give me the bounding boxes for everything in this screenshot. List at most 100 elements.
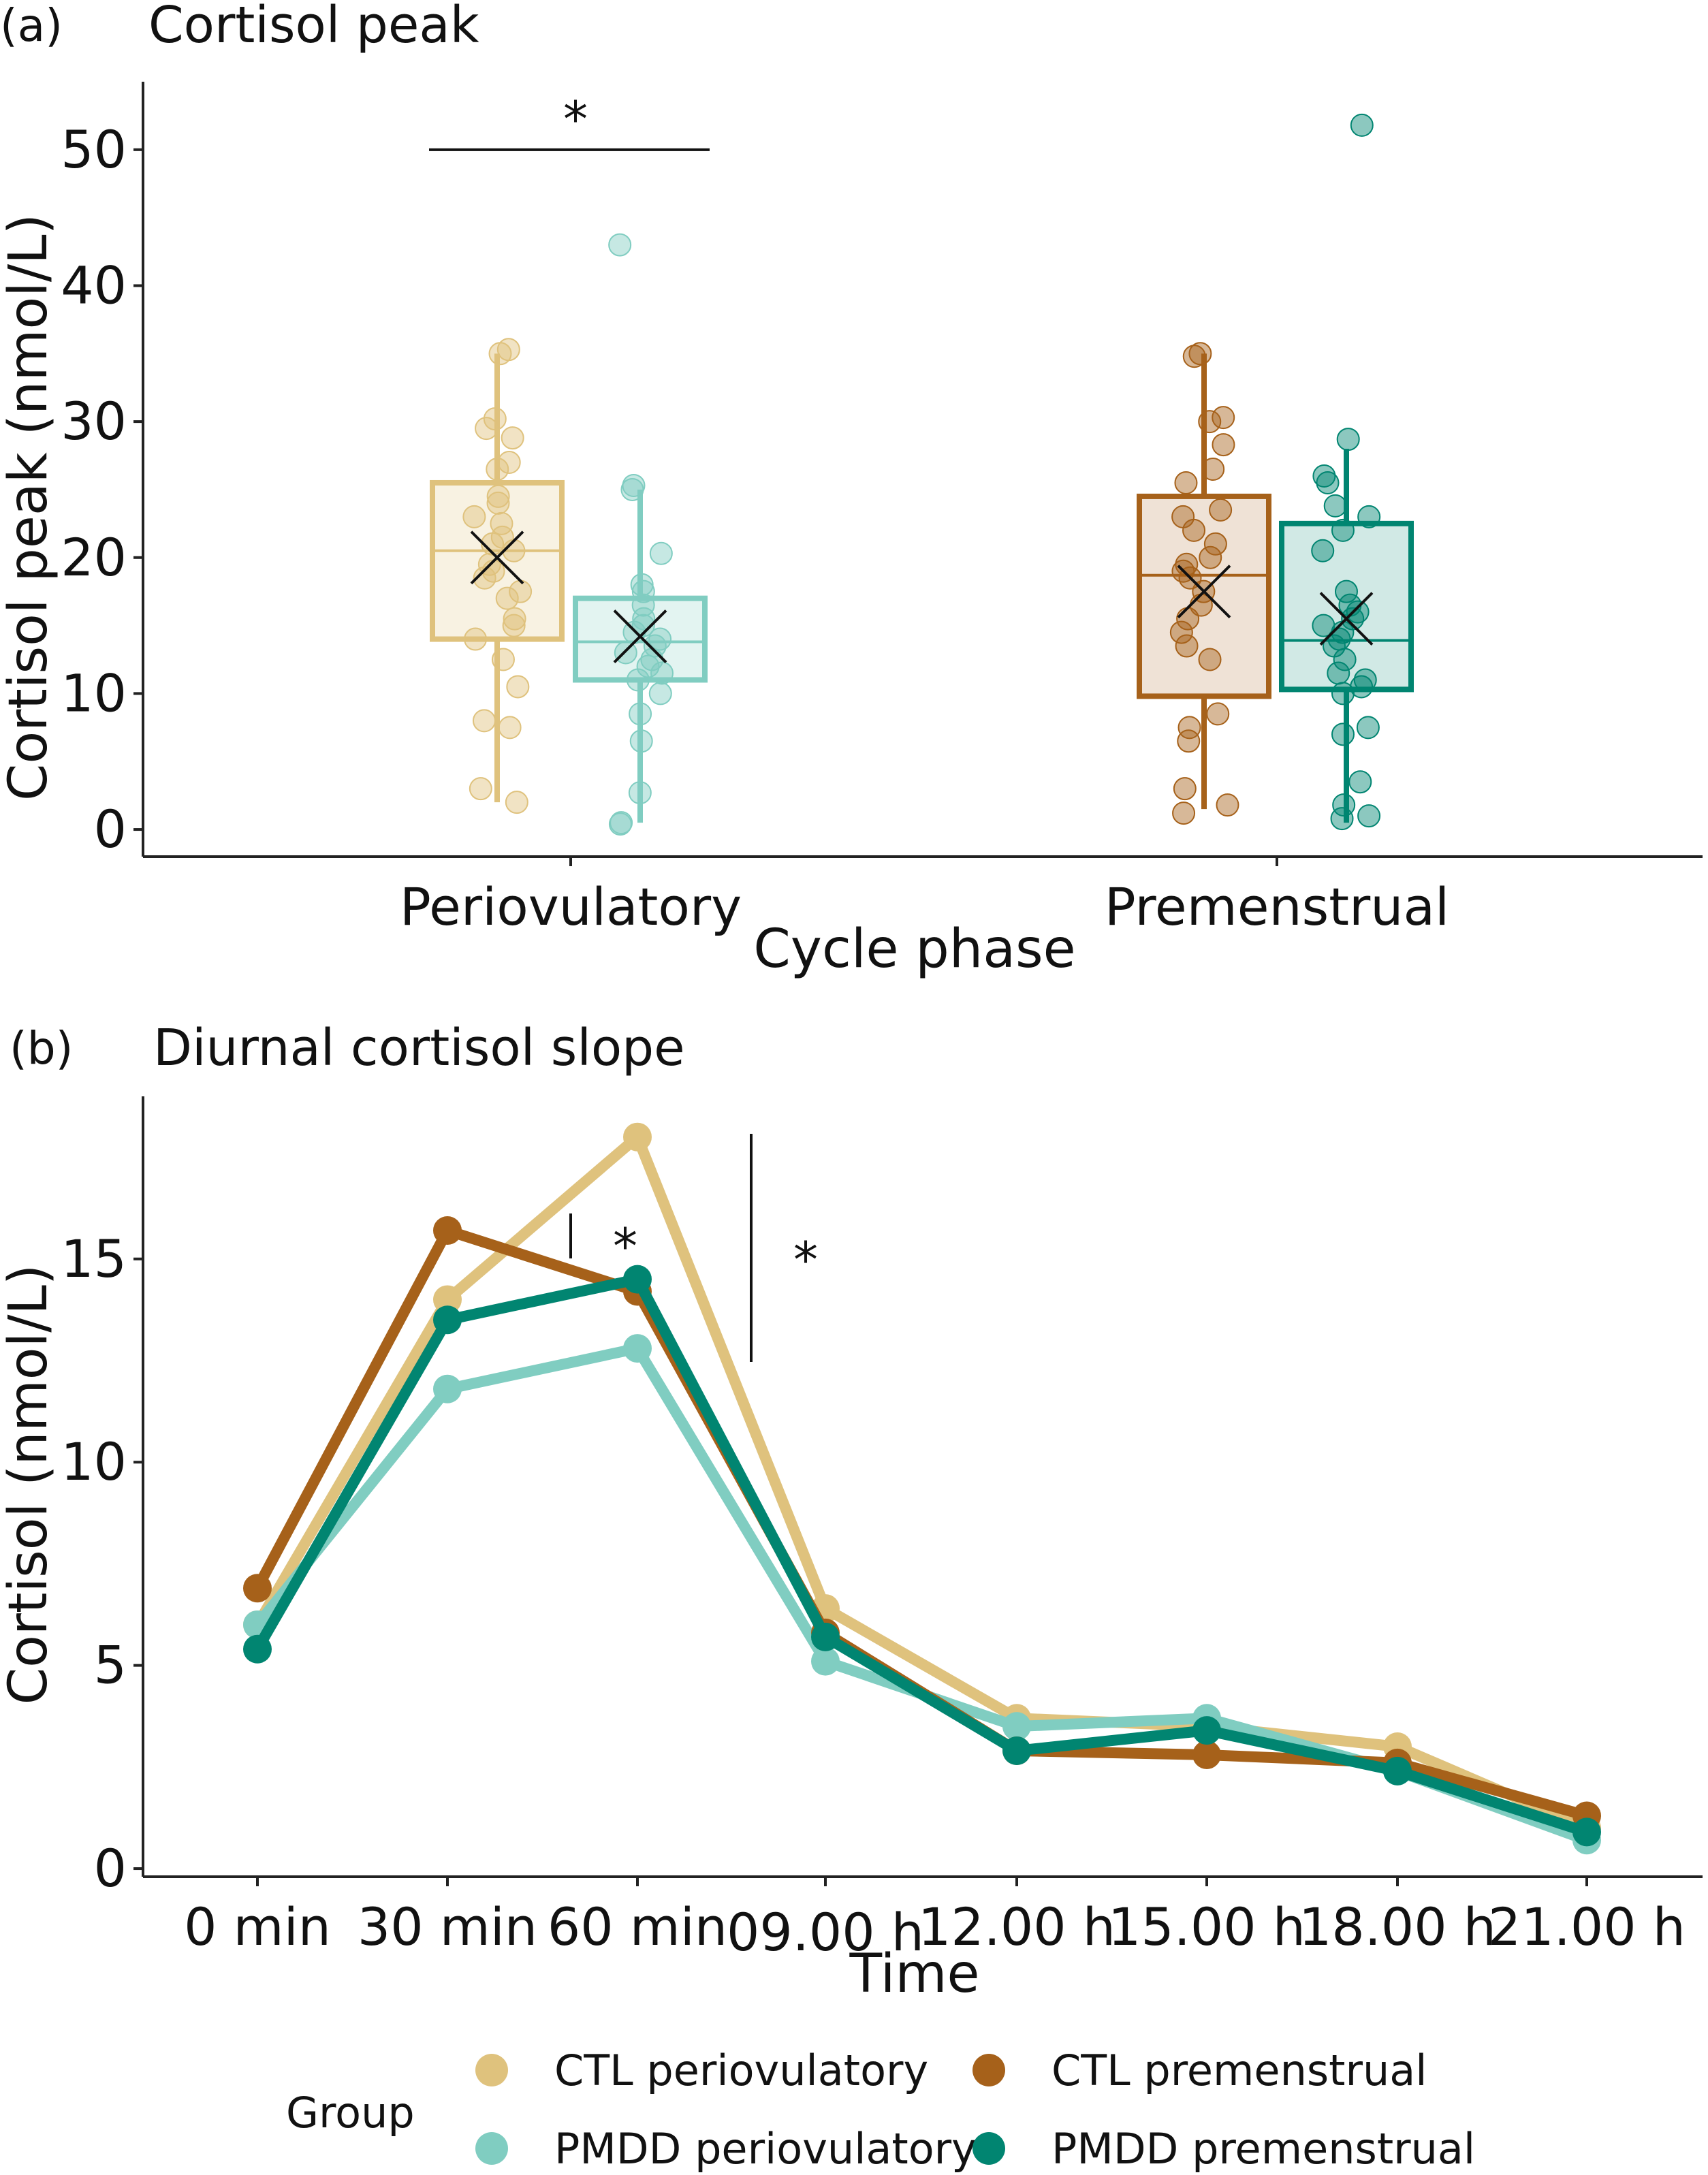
data-point	[498, 716, 522, 740]
panel-b-y-axis-title: Cortisol (nmol/L)	[0, 1265, 59, 1705]
data-point	[502, 614, 526, 637]
data-point	[486, 484, 510, 508]
data-point	[1182, 345, 1206, 368]
panel-a-axes: 0 10 20 30 40 50 Periovulatory Premenstrual	[61, 82, 1703, 937]
panel-a-title: Cortisol peak	[148, 0, 479, 54]
series-point	[243, 1574, 272, 1603]
data-point	[1175, 634, 1199, 658]
data-point	[1311, 539, 1335, 562]
panel-a-label: (a)	[0, 0, 63, 52]
data-point	[1327, 661, 1350, 685]
data-point	[486, 491, 510, 515]
data-point	[628, 781, 652, 805]
data-point	[1316, 471, 1340, 494]
panel-b-title: Diurnal cortisol slope	[153, 1019, 685, 1077]
series-point	[1002, 1736, 1031, 1765]
legend-label: CTL periovulatory	[554, 2046, 928, 2095]
data-point	[649, 541, 673, 565]
data-point	[464, 627, 488, 651]
series-point	[433, 1285, 462, 1314]
data-point	[503, 607, 526, 631]
data-point	[1174, 471, 1198, 494]
data-point	[1177, 729, 1201, 753]
data-point	[1334, 580, 1358, 603]
panel-b-annotations: * *	[569, 1134, 818, 1362]
panel-a-y-axis-title: Cortisol peak (nmol/L)	[0, 214, 59, 801]
legend-label: CTL premenstrual	[1051, 2046, 1427, 2095]
data-point	[629, 729, 653, 753]
series-point	[1002, 1712, 1031, 1741]
data-point	[650, 661, 674, 685]
data-point	[502, 539, 526, 562]
mean-marker	[1177, 565, 1231, 619]
legend-swatch	[972, 2132, 1005, 2165]
legend-title: Group	[286, 2088, 415, 2138]
data-point	[497, 451, 521, 475]
data-point	[1212, 433, 1235, 457]
panel-a-annotations: *	[429, 91, 710, 151]
panel-b-label: (b)	[10, 1022, 73, 1075]
legend-item-ctl-premenstrual: CTL premenstrual	[972, 2046, 1427, 2095]
series-point	[623, 1122, 652, 1152]
data-point	[469, 777, 492, 801]
data-point	[1169, 620, 1193, 644]
series-line	[252, 1131, 1592, 1834]
data-point	[1212, 406, 1235, 430]
series-point	[623, 1334, 652, 1363]
data-point	[488, 342, 512, 366]
legend-label: PMDD premenstrual	[1051, 2124, 1475, 2174]
legend-item-pmdd-premenstrual: PMDD premenstrual	[972, 2124, 1475, 2174]
series-point	[433, 1305, 462, 1335]
data-point	[1209, 498, 1233, 522]
legend-item-pmdd-periovulatory: PMDD periovulatory	[475, 2124, 977, 2174]
significance-star: *	[563, 91, 588, 148]
legend-label: PMDD periovulatory	[554, 2124, 977, 2174]
data-point	[1323, 494, 1347, 518]
panel-b-y-tick-label: 10	[61, 1431, 127, 1492]
panel-a-y-tick-label: 30	[61, 391, 127, 451]
panel-b-diurnal-slope: (b) Diurnal cortisol slope Time Cortisol…	[0, 1019, 1703, 2005]
series-point	[1192, 1716, 1221, 1745]
data-point	[631, 580, 655, 603]
box-iqr	[573, 595, 708, 683]
data-point	[643, 634, 667, 658]
panel-a-x-axis-title: Cycle phase	[753, 919, 1075, 980]
data-point	[1350, 113, 1374, 137]
data-point	[1331, 723, 1355, 746]
data-point	[462, 505, 486, 528]
data-point	[631, 593, 655, 617]
mean-marker	[470, 530, 524, 585]
data-point	[1182, 518, 1206, 542]
panel-b-x-tick-label: 30 min	[358, 1896, 537, 1957]
box-iqr	[1279, 520, 1414, 693]
panel-b-y-tick-label: 15	[61, 1228, 127, 1289]
panel-a-y-tick-label: 10	[61, 663, 127, 723]
data-point	[1357, 804, 1381, 828]
data-point	[1172, 801, 1196, 825]
legend-swatch	[475, 2054, 508, 2086]
data-point	[630, 573, 654, 597]
series-point	[433, 1216, 462, 1245]
legend: Group CTL periovulatory PMDD periovulator…	[286, 2046, 1475, 2174]
data-point	[1201, 458, 1225, 481]
significance-star: *	[613, 1218, 637, 1275]
box-iqr	[1137, 493, 1271, 699]
data-point	[1206, 702, 1230, 726]
data-point	[1216, 793, 1239, 817]
data-point	[1188, 342, 1212, 366]
legend-item-ctl-periovulatory: CTL periovulatory	[475, 2046, 928, 2095]
data-point	[1199, 545, 1222, 569]
panel-a-y-tick-label: 20	[61, 527, 127, 588]
panel-a-y-tick-label: 40	[61, 255, 127, 315]
panel-a-cortisol-peak: (a) Cortisol peak Cycle phase Cortisol p…	[0, 0, 1703, 980]
data-point	[620, 477, 644, 501]
data-point	[481, 532, 505, 556]
data-point	[629, 702, 652, 726]
data-point	[1331, 682, 1355, 705]
data-point	[1331, 518, 1355, 542]
data-point	[495, 586, 519, 610]
panel-b-x-tick-label: 18.00 h	[1299, 1896, 1496, 1957]
box-ctl-premenstrual	[1137, 342, 1271, 825]
series-line	[252, 1273, 1592, 1838]
